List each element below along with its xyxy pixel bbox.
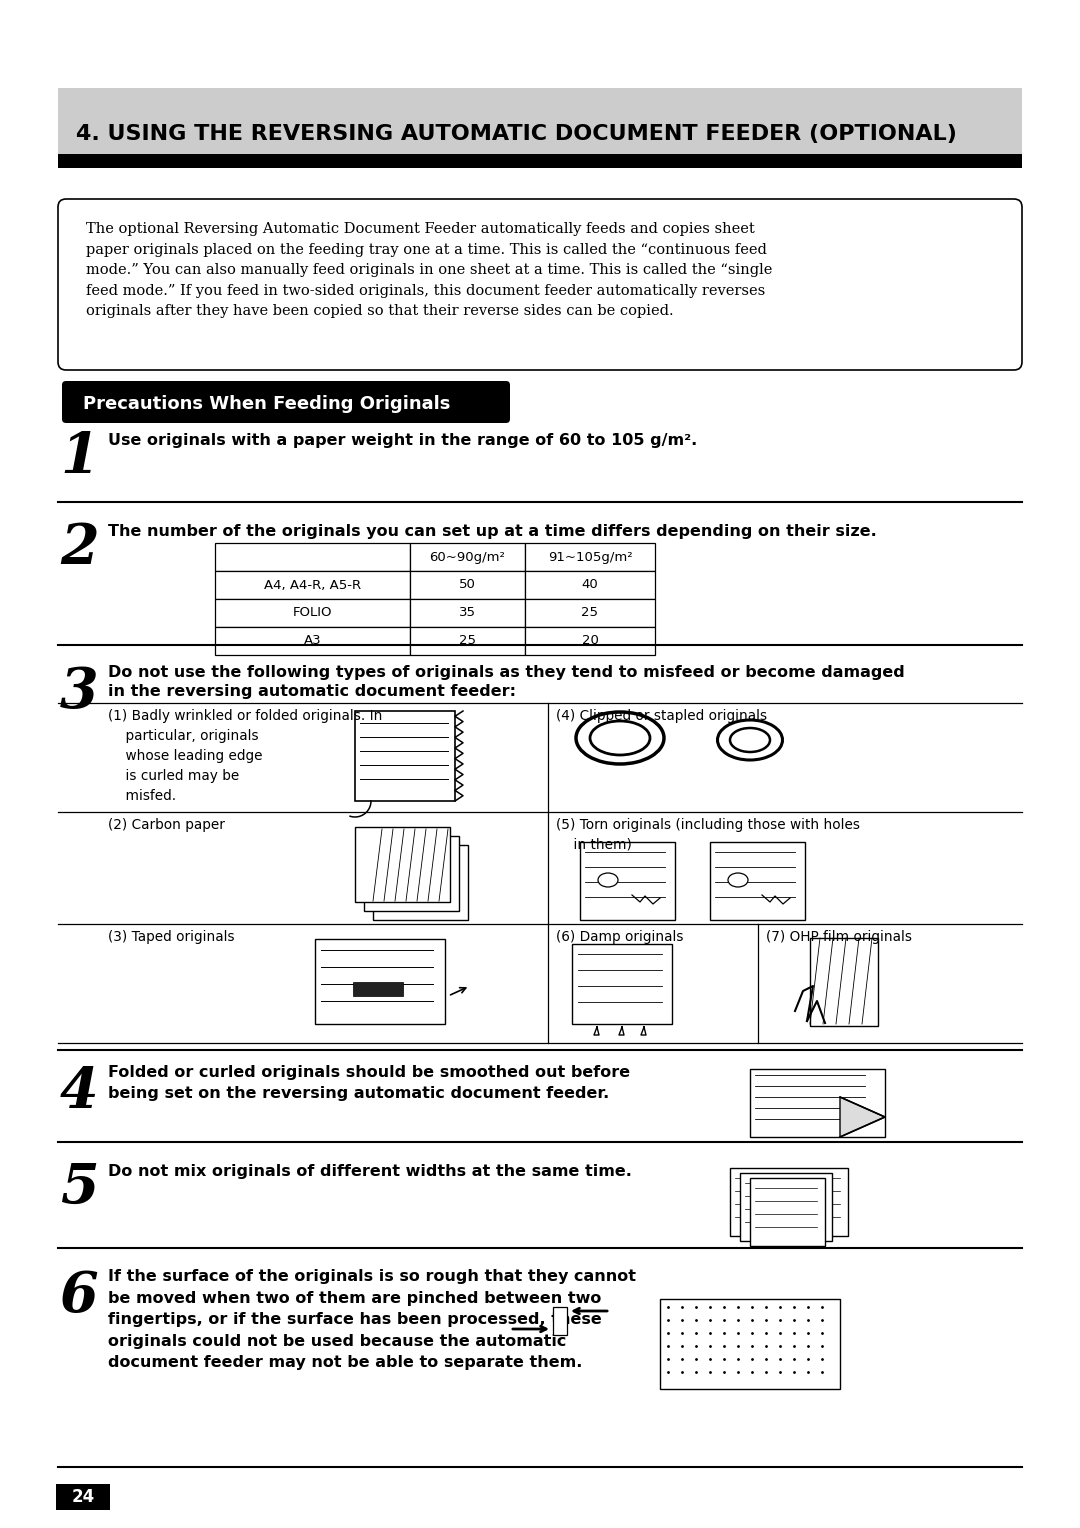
Text: Use originals with a paper weight in the range of 60 to 105 g/m².: Use originals with a paper weight in the…: [108, 432, 698, 448]
Bar: [730, 1167, 848, 1236]
Bar: [525, 599, 654, 626]
Bar: [58, 154, 1022, 168]
Bar: [58, 89, 1022, 168]
Bar: [215, 599, 410, 626]
Bar: [56, 1484, 110, 1510]
Text: 24: 24: [71, 1488, 95, 1507]
Polygon shape: [840, 1097, 885, 1137]
Bar: [215, 542, 410, 571]
Text: 40: 40: [582, 579, 598, 591]
Bar: [355, 711, 455, 801]
FancyBboxPatch shape: [62, 380, 510, 423]
Bar: [410, 599, 525, 626]
Text: 20: 20: [581, 634, 598, 648]
Bar: [750, 1070, 885, 1137]
Bar: [553, 1306, 567, 1335]
Bar: [580, 842, 675, 920]
Bar: [373, 845, 468, 920]
Bar: [740, 1174, 832, 1241]
Bar: [364, 836, 459, 911]
Bar: [525, 626, 654, 656]
Text: 4. USING THE REVERSING AUTOMATIC DOCUMENT FEEDER (OPTIONAL): 4. USING THE REVERSING AUTOMATIC DOCUMEN…: [76, 124, 957, 144]
Bar: [215, 571, 410, 599]
Bar: [525, 542, 654, 571]
Bar: [660, 1299, 840, 1389]
Text: 2: 2: [60, 521, 98, 576]
Bar: [315, 940, 445, 1024]
Ellipse shape: [728, 872, 748, 886]
Text: 60~90g/m²: 60~90g/m²: [430, 550, 505, 564]
Text: Do not mix originals of different widths at the same time.: Do not mix originals of different widths…: [108, 1164, 632, 1180]
Text: (7) OHP film originals: (7) OHP film originals: [766, 931, 912, 944]
Bar: [525, 571, 654, 599]
Text: If the surface of the originals is so rough that they cannot
be moved when two o: If the surface of the originals is so ro…: [108, 1268, 636, 1371]
Text: 6: 6: [60, 1268, 98, 1323]
Bar: [710, 842, 805, 920]
Text: 25: 25: [581, 607, 598, 619]
Text: 1: 1: [60, 429, 98, 484]
Text: 25: 25: [459, 634, 476, 648]
Text: (5) Torn originals (including those with holes
    in them): (5) Torn originals (including those with…: [556, 817, 860, 851]
Bar: [572, 944, 672, 1024]
Text: (4) Clipped or stapled originals: (4) Clipped or stapled originals: [556, 709, 767, 723]
Ellipse shape: [598, 872, 618, 886]
Text: 50: 50: [459, 579, 476, 591]
Text: The number of the originals you can set up at a time differs depending on their : The number of the originals you can set …: [108, 524, 877, 539]
Bar: [215, 626, 410, 656]
Text: The optional Reversing Automatic Document Feeder automatically feeds and copies : The optional Reversing Automatic Documen…: [86, 222, 772, 318]
Bar: [410, 571, 525, 599]
Text: 5: 5: [60, 1161, 98, 1216]
Text: in the reversing automatic document feeder:: in the reversing automatic document feed…: [108, 685, 516, 698]
Text: 3: 3: [60, 665, 98, 720]
Text: (6) Damp originals: (6) Damp originals: [556, 931, 684, 944]
Bar: [750, 1178, 825, 1245]
Text: A4, A4-R, A5-R: A4, A4-R, A5-R: [264, 579, 361, 591]
Text: Do not use the following types of originals as they tend to misfeed or become da: Do not use the following types of origin…: [108, 665, 905, 680]
Bar: [353, 983, 403, 996]
Text: 35: 35: [459, 607, 476, 619]
Bar: [810, 938, 878, 1025]
Text: (3) Taped originals: (3) Taped originals: [108, 931, 234, 944]
Text: Folded or curled originals should be smoothed out before
being set on the revers: Folded or curled originals should be smo…: [108, 1065, 630, 1102]
Text: 91~105g/m²: 91~105g/m²: [548, 550, 632, 564]
Text: Precautions When Feeding Originals: Precautions When Feeding Originals: [83, 396, 450, 413]
FancyBboxPatch shape: [58, 199, 1022, 370]
Bar: [410, 542, 525, 571]
Text: A3: A3: [303, 634, 322, 648]
Bar: [355, 827, 450, 902]
Text: (1) Badly wrinkled or folded originals. In
    particular, originals
    whose l: (1) Badly wrinkled or folded originals. …: [108, 709, 382, 804]
Bar: [410, 626, 525, 656]
Text: (2) Carbon paper: (2) Carbon paper: [108, 817, 225, 833]
Text: 4: 4: [60, 1065, 98, 1120]
Text: FOLIO: FOLIO: [293, 607, 333, 619]
